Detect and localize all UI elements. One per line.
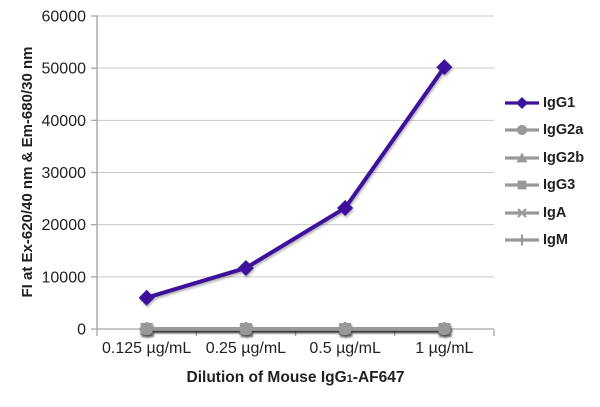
x-axis-title-suffix: -AF647 — [352, 369, 405, 386]
axis-ticks — [91, 15, 495, 336]
y-tick-label: 60000 — [42, 9, 87, 26]
legend-label: IgM — [543, 231, 568, 248]
x-tick-label: 0.125 µg/mL — [102, 340, 191, 357]
gridlines — [97, 15, 494, 278]
y-tick-label: 10000 — [42, 269, 87, 286]
y-axis-title: FI at Ex-620/40 nm & Em-680/30 nm — [19, 46, 36, 298]
legend-item-IgG1: IgG1 — [503, 95, 584, 111]
legend-marker-plus-icon — [505, 234, 539, 246]
legend-item-IgG2b: IgG2b — [503, 150, 584, 166]
series-IgG2a — [140, 322, 451, 336]
legend-marker-circle-icon — [505, 125, 539, 136]
y-tick-label: 0 — [77, 322, 86, 339]
y-tick-label: 30000 — [42, 165, 87, 182]
legend-item-IgA: IgA — [503, 205, 584, 221]
y-tick-label: 50000 — [42, 61, 87, 78]
x-tick-label: 1 µg/mL — [415, 340, 473, 357]
legend: IgG1 IgG2a IgG2b IgG3 IgA IgM — [503, 95, 584, 259]
legend-item-IgG2a: IgG2a — [503, 122, 584, 138]
legend-marker-asterisk-icon — [505, 207, 539, 218]
legend-label: IgG1 — [543, 95, 576, 111]
x-axis-title-subscript: 1 — [346, 373, 353, 385]
x-tick-label: 0.5 µg/mL — [309, 340, 381, 357]
x-axis-title: Dilution of Mouse IgG1-AF647 — [97, 369, 494, 387]
legend-label: IgG2a — [543, 122, 584, 139]
y-tick-labels: 0 10000 20000 30000 40000 50000 60000 — [42, 9, 87, 339]
legend-item-IgM: IgM — [503, 232, 584, 248]
y-tick-label: 40000 — [42, 113, 87, 130]
legend-label: IgA — [543, 204, 567, 221]
x-tick-labels: 0.125 µg/mL 0.25 µg/mL 0.5 µg/mL 1 µg/mL — [102, 340, 474, 357]
y-tick-label: 20000 — [42, 217, 87, 234]
legend-marker-diamond-icon — [505, 97, 539, 109]
legend-marker-triangle-icon — [505, 152, 539, 163]
legend-item-IgG3: IgG3 — [503, 177, 584, 193]
legend-marker-square-icon — [505, 180, 539, 190]
series-IgG1 — [138, 59, 453, 306]
legend-label: IgG2b — [543, 149, 585, 166]
x-axis-title-prefix: Dilution of Mouse IgG — [186, 369, 347, 386]
x-tick-label: 0.25 µg/mL — [206, 340, 286, 357]
legend-label: IgG3 — [543, 177, 576, 194]
